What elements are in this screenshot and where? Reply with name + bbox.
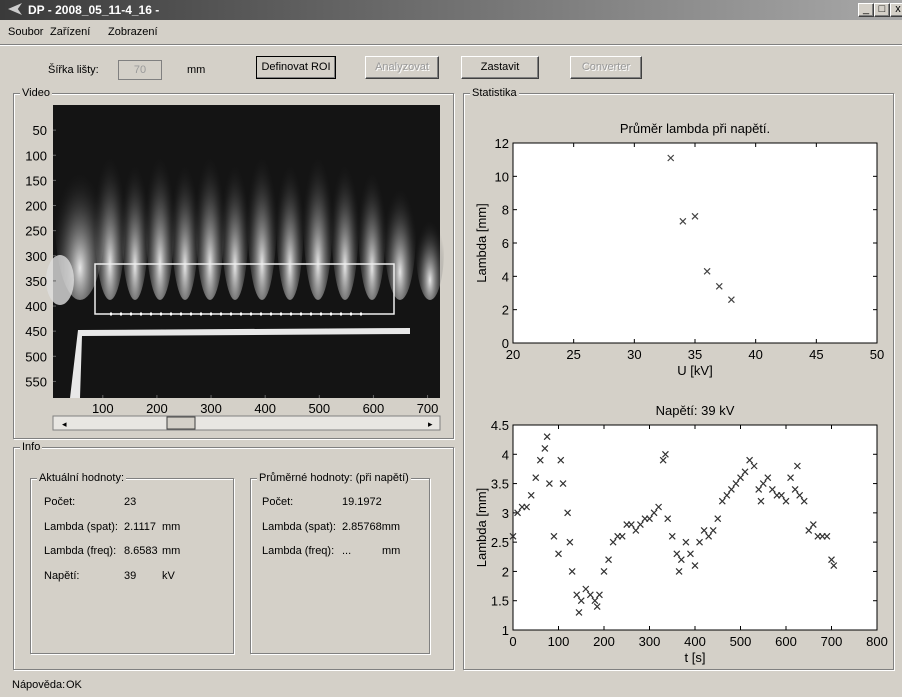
info-unit: mm — [162, 545, 181, 557]
info-label: Lambda (freq): — [262, 545, 335, 557]
panel-title: Info — [20, 441, 43, 453]
status-label: Nápověda: — [12, 679, 66, 691]
panel-title: Video — [20, 87, 52, 99]
info-panel: Info — [13, 441, 454, 670]
panel-title: Statistika — [470, 87, 519, 99]
width-unit: mm — [187, 64, 206, 76]
info-value: ... — [342, 545, 352, 557]
panel-title: Průměrné hodnoty: (při napětí) — [257, 472, 411, 484]
info-label: Napětí: — [44, 569, 80, 582]
info-unit: mm — [382, 545, 401, 557]
menu-item[interactable]: Zobrazení — [108, 26, 158, 38]
current-panel: Aktuální hodnoty: — [30, 472, 234, 654]
stop-button[interactable]: Zastavit — [461, 56, 539, 79]
analyze-button: Analyzovat — [365, 56, 439, 79]
app-icon — [8, 3, 22, 15]
info-label: Lambda (spat): — [44, 520, 118, 533]
info-value: 2.85768mm — [342, 520, 401, 533]
width-input: 70 — [118, 60, 162, 80]
info-value: 23 — [124, 496, 137, 508]
info-value: 8.6583 — [124, 545, 158, 557]
average-panel: Průměrné hodnoty: (při napětí) — [250, 472, 430, 654]
video-panel: Video — [13, 87, 454, 439]
minimize-button[interactable]: _ — [858, 3, 874, 17]
roi-button[interactable]: Definovat ROI — [256, 56, 336, 79]
menu-item[interactable]: Zařízení — [50, 26, 91, 38]
width-label: Šířka lišty: — [48, 64, 99, 76]
stats-panel: Statistika — [463, 87, 894, 670]
title-bar: DP - 2008_05_11-4_16 - _ □ x — [0, 0, 902, 20]
panel-title: Aktuální hodnoty: — [37, 472, 127, 484]
separator — [0, 44, 902, 46]
info-label: Lambda (spat): — [262, 520, 336, 533]
menu-item[interactable]: Soubor — [8, 26, 44, 38]
info-label: Počet: — [262, 496, 294, 508]
converter-button: Converter — [570, 56, 642, 79]
maximize-button[interactable]: □ — [874, 3, 890, 17]
close-button[interactable]: x — [890, 3, 902, 17]
info-value: 39 — [124, 569, 137, 582]
window-title: DP - 2008_05_11-4_16 - — [28, 3, 160, 17]
info-value: 2.1117 — [124, 520, 157, 533]
info-label: Počet: — [44, 496, 76, 508]
info-label: Lambda (freq): — [44, 545, 117, 557]
menu-bar: Soubor Zařízení Zobrazení — [0, 22, 902, 42]
status-value: OK — [66, 679, 82, 691]
info-value: 19.1972 — [342, 496, 382, 508]
info-unit: kV — [162, 569, 175, 582]
info-unit: mm — [162, 520, 181, 533]
